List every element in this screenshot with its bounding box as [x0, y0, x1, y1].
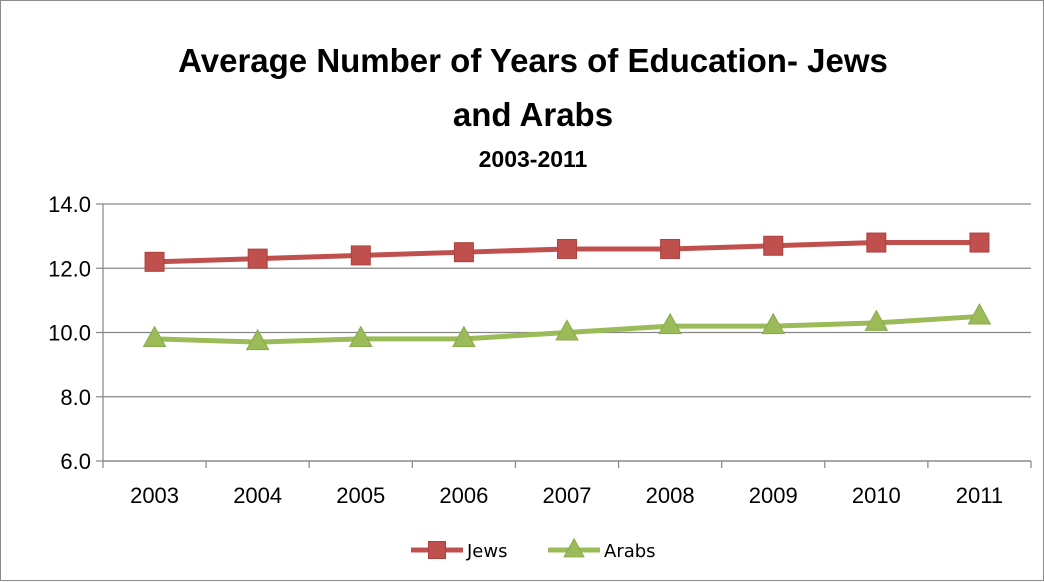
data-point-arabs-2009 [761, 312, 786, 335]
x-tick-label-2006: 2006 [439, 483, 488, 508]
legend-marker-jews [428, 541, 446, 559]
y-tick-label-4: 14.0 [48, 192, 91, 217]
legend-label-arabs: Arabs [604, 541, 656, 562]
y-tick-label-3: 12.0 [48, 256, 91, 281]
x-tick-label-2004: 2004 [233, 483, 282, 508]
legend-label-jews: Jews [466, 541, 507, 562]
axes [96, 203, 1032, 468]
data-point-jews-2005 [350, 245, 371, 266]
data-point-arabs-2007 [555, 319, 579, 341]
data-point-jews-2011 [969, 232, 990, 253]
data-point-jews-2003 [144, 251, 165, 272]
data-point-arabs-2004 [245, 328, 270, 351]
x-tick-label-2005: 2005 [336, 483, 385, 508]
data-point-arabs-2006 [452, 325, 476, 347]
chart-title-line-1: Average Number of Years of Education- Je… [178, 42, 888, 79]
data-point-arabs-2005 [348, 325, 373, 347]
y-tick-label-1: 8.0 [60, 385, 91, 410]
x-tick-label-2008: 2008 [646, 483, 695, 508]
x-tick-label-2009: 2009 [749, 483, 798, 508]
data-point-arabs-2011 [967, 303, 992, 325]
data-point-jews-2009 [763, 235, 784, 256]
y-tick-label-2: 10.0 [48, 321, 91, 346]
x-tick-label-2003: 2003 [130, 483, 179, 508]
data-point-arabs-2008 [658, 312, 682, 335]
x-tick-label-2011: 2011 [956, 483, 1003, 508]
chart-title-line-2: and Arabs [453, 96, 613, 133]
legend: Jews Arabs [411, 537, 656, 562]
x-tick-label-2010: 2010 [852, 483, 901, 508]
legend-item-jews: Jews [411, 541, 507, 562]
data-point-jews-2007 [557, 238, 577, 259]
x-tick-label-2007: 2007 [543, 483, 592, 508]
x-axis-tick-labels: 2003 2004 2005 2006 2007 2008 2009 2010 2011 [130, 483, 1003, 508]
data-point-jews-2008 [660, 238, 681, 259]
data-point-jews-2004 [247, 248, 268, 269]
legend-item-arabs: Arabs [548, 537, 656, 562]
data-point-jews-2010 [866, 232, 887, 253]
data-point-jews-2006 [453, 242, 474, 263]
legend-marker-arabs [563, 537, 585, 558]
series-jews [144, 232, 990, 272]
y-axis-tick-labels: 6.0 8.0 10.0 12.0 14.0 [48, 192, 91, 474]
chart-subtitle: 2003-2011 [479, 146, 588, 172]
y-tick-label-0: 6.0 [60, 449, 91, 474]
data-point-arabs-2003 [142, 325, 167, 347]
series-arabs [142, 303, 992, 351]
data-point-arabs-2010 [864, 309, 889, 331]
series [142, 232, 992, 351]
